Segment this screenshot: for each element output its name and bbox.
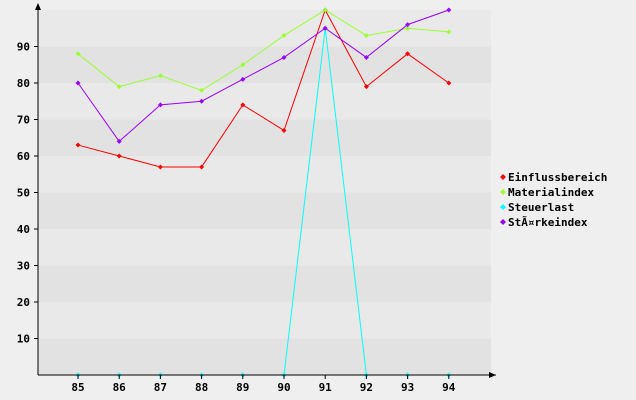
- y-tick-label: 40: [17, 223, 30, 236]
- y-tick-label: 20: [17, 296, 30, 309]
- x-tick-label: 87: [154, 381, 167, 394]
- x-tick-label: 88: [195, 381, 208, 394]
- legend-label: Steuerlast: [508, 201, 574, 214]
- legend-marker: [500, 174, 506, 180]
- grid-bands: [38, 10, 491, 375]
- data-point: [240, 76, 246, 82]
- data-point: [405, 51, 411, 57]
- y-tick-label: 50: [17, 187, 30, 200]
- data-point: [75, 142, 81, 148]
- grid-band: [38, 83, 491, 120]
- data-point: [405, 25, 411, 31]
- data-point: [240, 102, 246, 108]
- data-point: [281, 127, 287, 133]
- data-point: [75, 51, 81, 57]
- data-point: [199, 164, 205, 170]
- legend-label: Materialindex: [508, 186, 594, 199]
- data-point: [116, 84, 122, 90]
- grid-band: [38, 119, 491, 156]
- data-point: [446, 7, 452, 13]
- x-tick-label: 90: [277, 381, 290, 394]
- y-tick-label: 60: [17, 150, 30, 163]
- y-tick-label: 90: [17, 41, 30, 54]
- legend-marker: [500, 219, 506, 225]
- grid-band: [38, 46, 491, 83]
- legend-label: Einflussbereich: [508, 171, 607, 184]
- legend-label: StÃ¤rkeindex: [508, 216, 588, 229]
- data-point: [405, 22, 411, 28]
- data-point: [157, 102, 163, 108]
- data-point: [363, 33, 369, 39]
- data-point: [75, 80, 81, 86]
- data-point: [281, 33, 287, 39]
- x-tick-label: 94: [442, 381, 456, 394]
- series-line-3: [77, 9, 449, 143]
- x-tick-label: 86: [113, 381, 127, 394]
- y-tick-label: 30: [17, 260, 30, 273]
- y-tick-label: 10: [17, 333, 30, 346]
- grid-band: [38, 229, 491, 266]
- legend-marker: [500, 189, 506, 195]
- y-axis-arrow: [35, 3, 41, 10]
- legend: Einflussbereich Materialindex Steuerlast St…: [500, 171, 607, 229]
- axes: 10 20 30 40 50 60 70 80 90 85 86 87 88 89 90 91 92 93 94: [17, 3, 496, 394]
- data-point: [199, 98, 205, 104]
- data-point: [363, 54, 369, 60]
- x-tick-label: 93: [401, 381, 414, 394]
- data-point: [363, 84, 369, 90]
- legend-marker: [500, 204, 506, 210]
- y-tick-label: 70: [17, 114, 30, 127]
- data-point: [157, 164, 163, 170]
- y-tick-label: 80: [17, 77, 30, 90]
- data-point: [446, 80, 452, 86]
- grid-band: [38, 156, 491, 193]
- data-point: [322, 7, 328, 13]
- data-point: [322, 25, 328, 31]
- grid-band: [38, 302, 491, 339]
- x-tick-label: 89: [236, 381, 249, 394]
- data-point: [446, 29, 452, 35]
- data-point: [240, 62, 246, 68]
- x-tick-label: 92: [360, 381, 373, 394]
- x-tick-label: 91: [319, 381, 333, 394]
- series-line-0: [77, 8, 450, 168]
- grid-band: [38, 10, 491, 47]
- grid-band: [38, 338, 491, 375]
- grid-band: [38, 265, 491, 302]
- x-axis-arrow: [489, 372, 496, 378]
- series-line-1: [77, 9, 449, 91]
- data-point: [116, 153, 122, 159]
- data-point: [281, 54, 287, 60]
- data-point: [157, 73, 163, 79]
- data-point: [199, 87, 205, 93]
- grid-band: [38, 192, 491, 229]
- x-tick-label: 85: [71, 381, 84, 394]
- data-point: [116, 138, 122, 144]
